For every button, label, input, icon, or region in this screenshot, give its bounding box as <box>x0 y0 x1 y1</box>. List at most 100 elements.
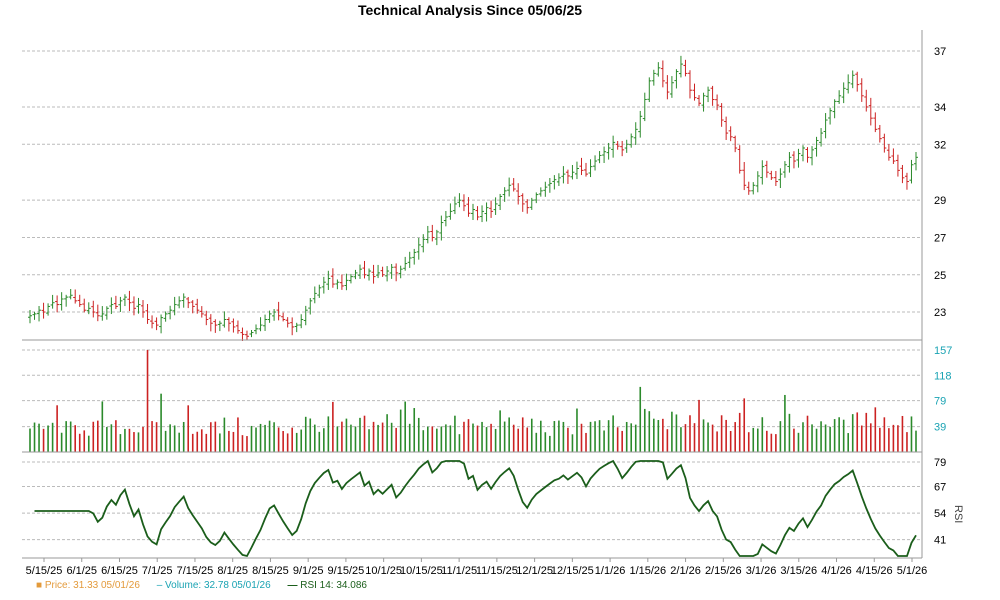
volume-bar <box>323 428 325 452</box>
volume-bar <box>851 414 854 452</box>
volume-bar <box>702 419 705 452</box>
x-tick-label: 12/15/25 <box>551 565 594 577</box>
volume-bar <box>820 421 822 452</box>
volume-bar <box>187 405 190 452</box>
volume-bar <box>594 421 596 452</box>
volume-bar <box>169 424 171 452</box>
volume-bar <box>476 425 479 452</box>
chart-title: Technical Analysis Since 05/06/25 <box>357 2 583 18</box>
volume-bar <box>612 415 614 452</box>
volume-bar <box>386 414 388 452</box>
rsi-series-line <box>34 459 917 558</box>
volume-bar <box>332 401 334 452</box>
volume-bar <box>246 436 248 452</box>
volume-bar <box>377 424 379 452</box>
rsi-tick-label: 41 <box>934 535 946 547</box>
volume-bar <box>350 424 352 452</box>
volume-bar <box>842 419 845 452</box>
volume-bar <box>124 428 126 452</box>
x-tick-label: 11/1/25 <box>441 565 477 577</box>
volume-bar <box>264 424 266 452</box>
x-tick-label: 5/1/26 <box>897 565 928 577</box>
volume-bar <box>255 427 257 452</box>
volume-bar <box>838 417 840 452</box>
price-tick-label: 32 <box>934 139 946 151</box>
volume-bar <box>725 419 727 452</box>
volume-bar <box>219 433 221 452</box>
volume-bar <box>115 420 117 452</box>
volume-bar <box>549 435 551 452</box>
x-tick-label: 7/1/25 <box>142 565 173 577</box>
volume-bar <box>426 426 429 452</box>
volume-bar <box>743 398 746 452</box>
volume-bar <box>232 431 235 452</box>
volume-bar <box>97 420 99 452</box>
volume-bar <box>295 432 298 452</box>
volume-bar <box>110 424 113 452</box>
volume-bar <box>499 410 501 452</box>
volume-bar <box>359 417 361 452</box>
volume-bar <box>915 430 917 452</box>
volume-bar <box>485 427 488 452</box>
volume-bar <box>847 433 849 452</box>
volume-bar <box>128 428 131 452</box>
x-tick-label: 7/15/25 <box>177 565 214 577</box>
volume-bar <box>806 415 809 452</box>
x-tick-label: 11/15/25 <box>476 565 518 577</box>
volume-bar <box>273 422 275 452</box>
x-tick-label: 2/15/26 <box>705 565 742 577</box>
volume-bar <box>47 425 49 452</box>
x-tick-label: 12/1/25 <box>516 565 553 577</box>
x-tick-label: 3/15/26 <box>780 565 817 577</box>
volume-bar <box>711 424 714 452</box>
volume-bar <box>60 432 63 452</box>
volume-bar <box>363 415 366 452</box>
volume-bar <box>472 423 474 452</box>
price-tick-label: 25 <box>934 270 946 282</box>
volume-bar <box>390 422 393 452</box>
volume-bar <box>354 426 357 452</box>
volume-bar <box>752 427 755 452</box>
volume-bar <box>775 434 777 452</box>
volume-bar <box>865 412 868 452</box>
x-tick-label: 6/15/25 <box>101 565 138 577</box>
volume-bar <box>341 421 343 452</box>
volume-bar <box>824 424 827 452</box>
volume-bar <box>521 417 524 452</box>
volume-bar <box>56 405 58 452</box>
volume-bar <box>879 427 881 452</box>
legend-rsi-label: RSI 14: 34.086 <box>300 580 367 591</box>
volume-bar <box>657 420 660 452</box>
rsi-tick-label: 67 <box>934 482 946 494</box>
volume-bar <box>802 422 804 452</box>
x-tick-label: 4/15/26 <box>856 565 893 577</box>
volume-bar <box>860 425 863 452</box>
volume-bar <box>576 408 578 452</box>
grid-lines <box>22 50 922 541</box>
volume-bar <box>83 430 86 452</box>
volume-bar <box>530 418 533 452</box>
volume-bar <box>643 408 646 452</box>
volume-bar <box>680 427 682 452</box>
volume-bar <box>829 426 831 452</box>
x-tick-label: 1/1/26 <box>595 565 626 577</box>
volume-bar <box>404 401 406 452</box>
volume-bar <box>42 428 45 452</box>
volume-bar <box>671 411 673 452</box>
volume-bar <box>634 424 637 452</box>
volume-bar <box>395 427 397 452</box>
volume-bar <box>408 423 411 452</box>
price-tick-label: 37 <box>934 46 946 58</box>
x-tick-label: 4/1/26 <box>821 565 852 577</box>
volume-bar <box>625 421 628 452</box>
price-bars <box>28 55 918 342</box>
volume-bar <box>788 413 791 452</box>
volume-bar <box>630 423 633 452</box>
volume-bar <box>535 432 538 452</box>
volume-bar <box>698 399 700 452</box>
volume-bar <box>300 429 303 452</box>
volume-bar <box>237 417 239 452</box>
volume-bar <box>562 421 565 452</box>
volume-bar <box>621 430 623 452</box>
